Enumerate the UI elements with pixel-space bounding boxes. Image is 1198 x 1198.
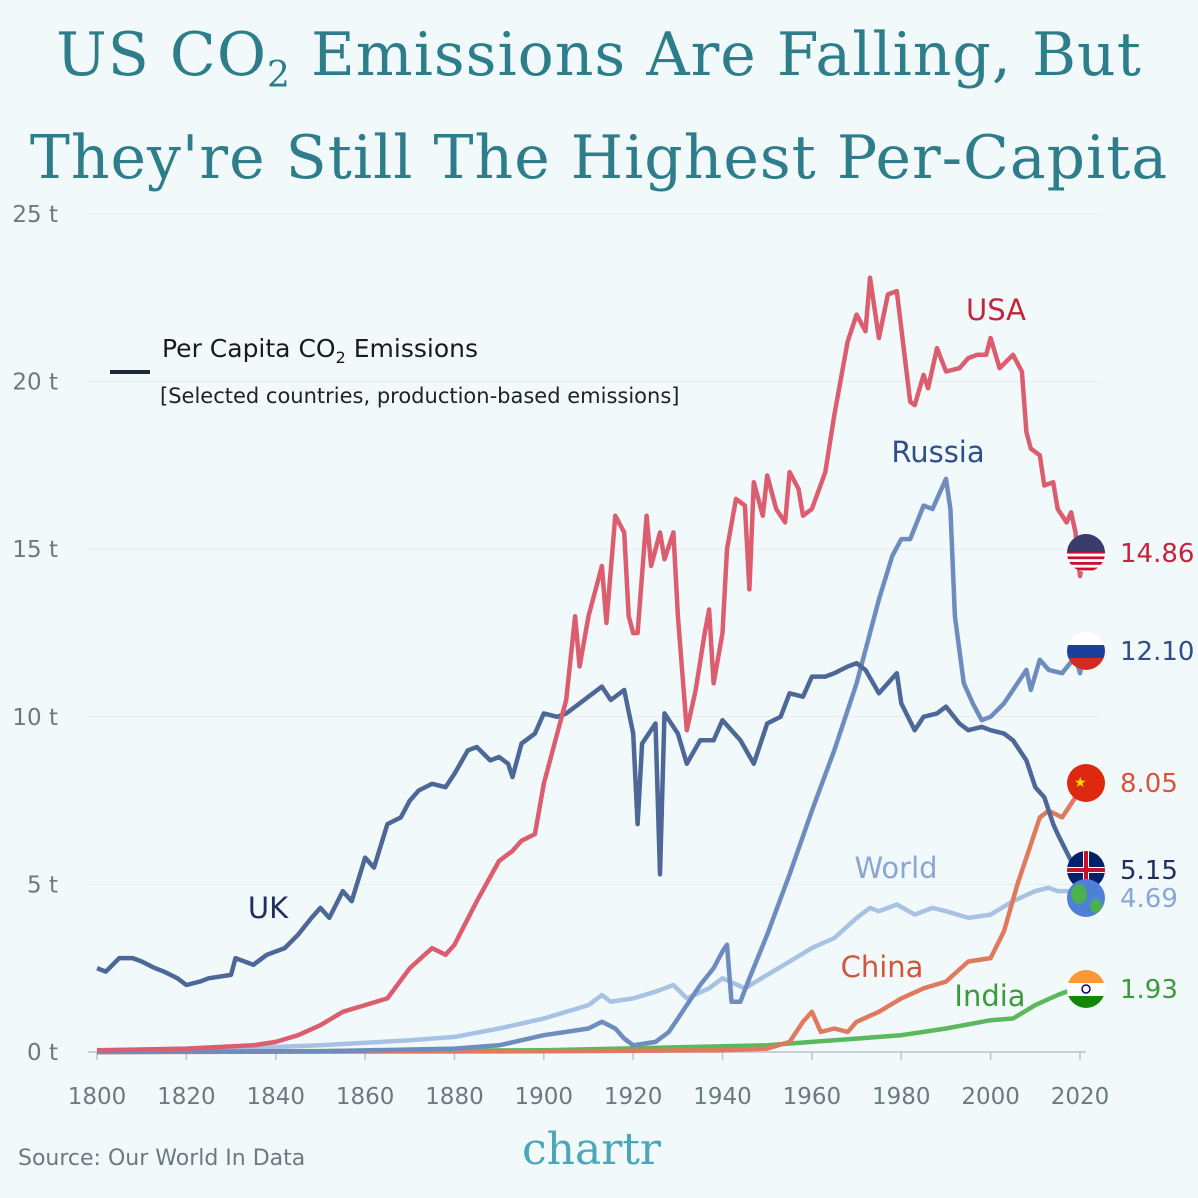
x-tick-label: 1860	[336, 1084, 395, 1110]
y-tick-label: 5 t	[27, 872, 58, 898]
series-label-china: China	[841, 950, 924, 984]
end-value-russia: 12.10	[1120, 637, 1194, 667]
end-value-india: 1.93	[1120, 975, 1178, 1005]
x-tick-label: 1900	[515, 1084, 574, 1110]
x-tick-label: 2000	[961, 1084, 1020, 1110]
series-label-usa: USA	[966, 293, 1026, 327]
china-flag-icon: ★	[1067, 764, 1105, 802]
legend-swatch	[110, 370, 150, 374]
series-line-uk	[96, 660, 1086, 988]
series-line-world	[96, 885, 1087, 1053]
end-value-world: 4.69	[1120, 884, 1178, 914]
series-line-usa	[96, 275, 1087, 1053]
x-tick-label: 1840	[246, 1084, 305, 1110]
x-tick-label: 1940	[693, 1084, 752, 1110]
legend-title: Per Capita CO2 Emissions	[162, 334, 478, 367]
legend-part: Per Capita CO	[162, 334, 336, 363]
x-tick-label: 1920	[604, 1084, 663, 1110]
y-tick-label: 15 t	[12, 537, 58, 563]
title-part: Emissions Are Falling, But	[290, 20, 1142, 90]
end-value-uk: 5.15	[1120, 856, 1178, 886]
y-tick-label: 0 t	[27, 1040, 58, 1066]
series-line-india	[96, 985, 1087, 1055]
chartr-logo: chartr	[522, 1124, 661, 1175]
legend-subtitle: [Selected countries, production-based em…	[160, 384, 680, 408]
us-flag-icon	[1067, 534, 1105, 572]
legend-subscript: 2	[335, 348, 346, 367]
svg-text:★: ★	[1074, 775, 1087, 791]
series-label-uk: UK	[248, 891, 289, 925]
india-flag-icon	[1067, 970, 1105, 1008]
y-tick-label: 20 t	[12, 370, 58, 396]
series-label-india: India	[954, 979, 1025, 1013]
x-tick-label: 1980	[872, 1084, 931, 1110]
end-value-china: 8.05	[1120, 769, 1178, 799]
x-tick-label: 1960	[783, 1084, 842, 1110]
x-tick-label: 1820	[157, 1084, 216, 1110]
x-tick-label: 2020	[1051, 1084, 1110, 1110]
series-line-china	[96, 781, 1087, 1055]
x-tick-label: 1880	[425, 1084, 484, 1110]
chart-title: US CO2 Emissions Are Falling, But They'r…	[0, 14, 1198, 199]
series-label-world: World	[854, 851, 937, 885]
y-tick-label: 25 t	[12, 202, 58, 228]
series-label-russia: Russia	[891, 435, 984, 469]
title-subscript: 2	[267, 55, 291, 96]
russia-flag-icon	[1067, 632, 1105, 670]
globe-icon	[1067, 879, 1105, 917]
x-tick-label: 1800	[68, 1084, 127, 1110]
y-tick-label: 10 t	[12, 705, 58, 731]
title-line-2: They're Still The Highest Per-Capita	[29, 123, 1169, 193]
legend-part: Emissions	[345, 334, 478, 363]
source-note: Source: Our World In Data	[18, 1146, 306, 1171]
end-value-usa: 14.86	[1120, 539, 1194, 569]
series-line-russia	[96, 476, 1087, 1055]
title-part: US CO	[56, 20, 268, 90]
